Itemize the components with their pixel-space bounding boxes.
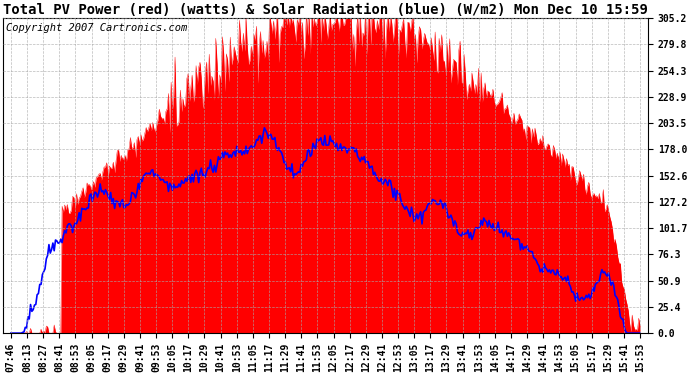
Text: Copyright 2007 Cartronics.com: Copyright 2007 Cartronics.com	[6, 22, 187, 33]
Title: Total PV Power (red) (watts) & Solar Radiation (blue) (W/m2) Mon Dec 10 15:59: Total PV Power (red) (watts) & Solar Rad…	[3, 3, 648, 17]
